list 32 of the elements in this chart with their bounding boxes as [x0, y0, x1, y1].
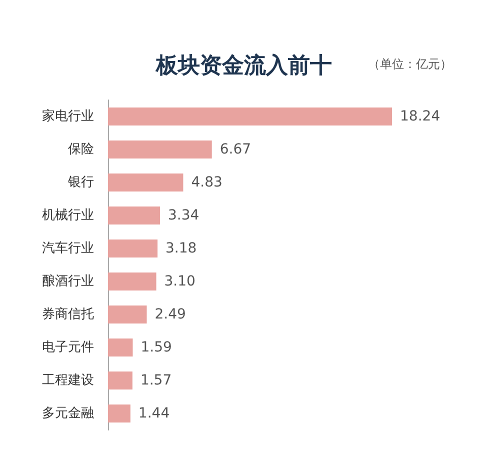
y-tick-label: 机械行业 — [42, 208, 94, 223]
data-label: 3.34 — [168, 208, 200, 224]
data-label: 4.83 — [191, 174, 222, 190]
y-tick-label: 家电行业 — [42, 108, 94, 124]
chart-title: 板块资金流入前十 — [155, 52, 332, 78]
y-tick-label: 工程建设 — [42, 373, 94, 388]
bar — [108, 206, 160, 224]
text: （单位：亿元） — [368, 57, 452, 71]
data-label: 1.57 — [140, 372, 172, 388]
y-tick-label: 电子元件 — [42, 340, 94, 355]
bar — [108, 372, 132, 390]
data-label: 6.67 — [220, 142, 252, 158]
data-label: 18.24 — [400, 108, 440, 124]
data-label: 1.59 — [140, 340, 172, 356]
bar — [108, 338, 133, 356]
y-tick-label: 券商信托 — [42, 307, 94, 322]
bar — [108, 108, 392, 126]
bar — [108, 140, 212, 158]
bar — [108, 240, 158, 258]
y-tick-label: 保险 — [68, 142, 94, 157]
data-label: 2.49 — [154, 306, 186, 322]
bar — [108, 272, 156, 290]
y-tick-label: 银行 — [67, 175, 94, 190]
bar — [108, 174, 184, 192]
data-label: 3.18 — [166, 240, 197, 256]
data-label: 1.44 — [138, 406, 170, 422]
y-tick-label: 多元金融 — [42, 406, 94, 421]
y-tick-label: 酿酒行业 — [42, 274, 94, 289]
data-label: 3.10 — [164, 274, 196, 290]
bar — [108, 306, 147, 324]
bar — [108, 404, 130, 422]
y-tick-label: 汽车行业 — [42, 241, 94, 256]
